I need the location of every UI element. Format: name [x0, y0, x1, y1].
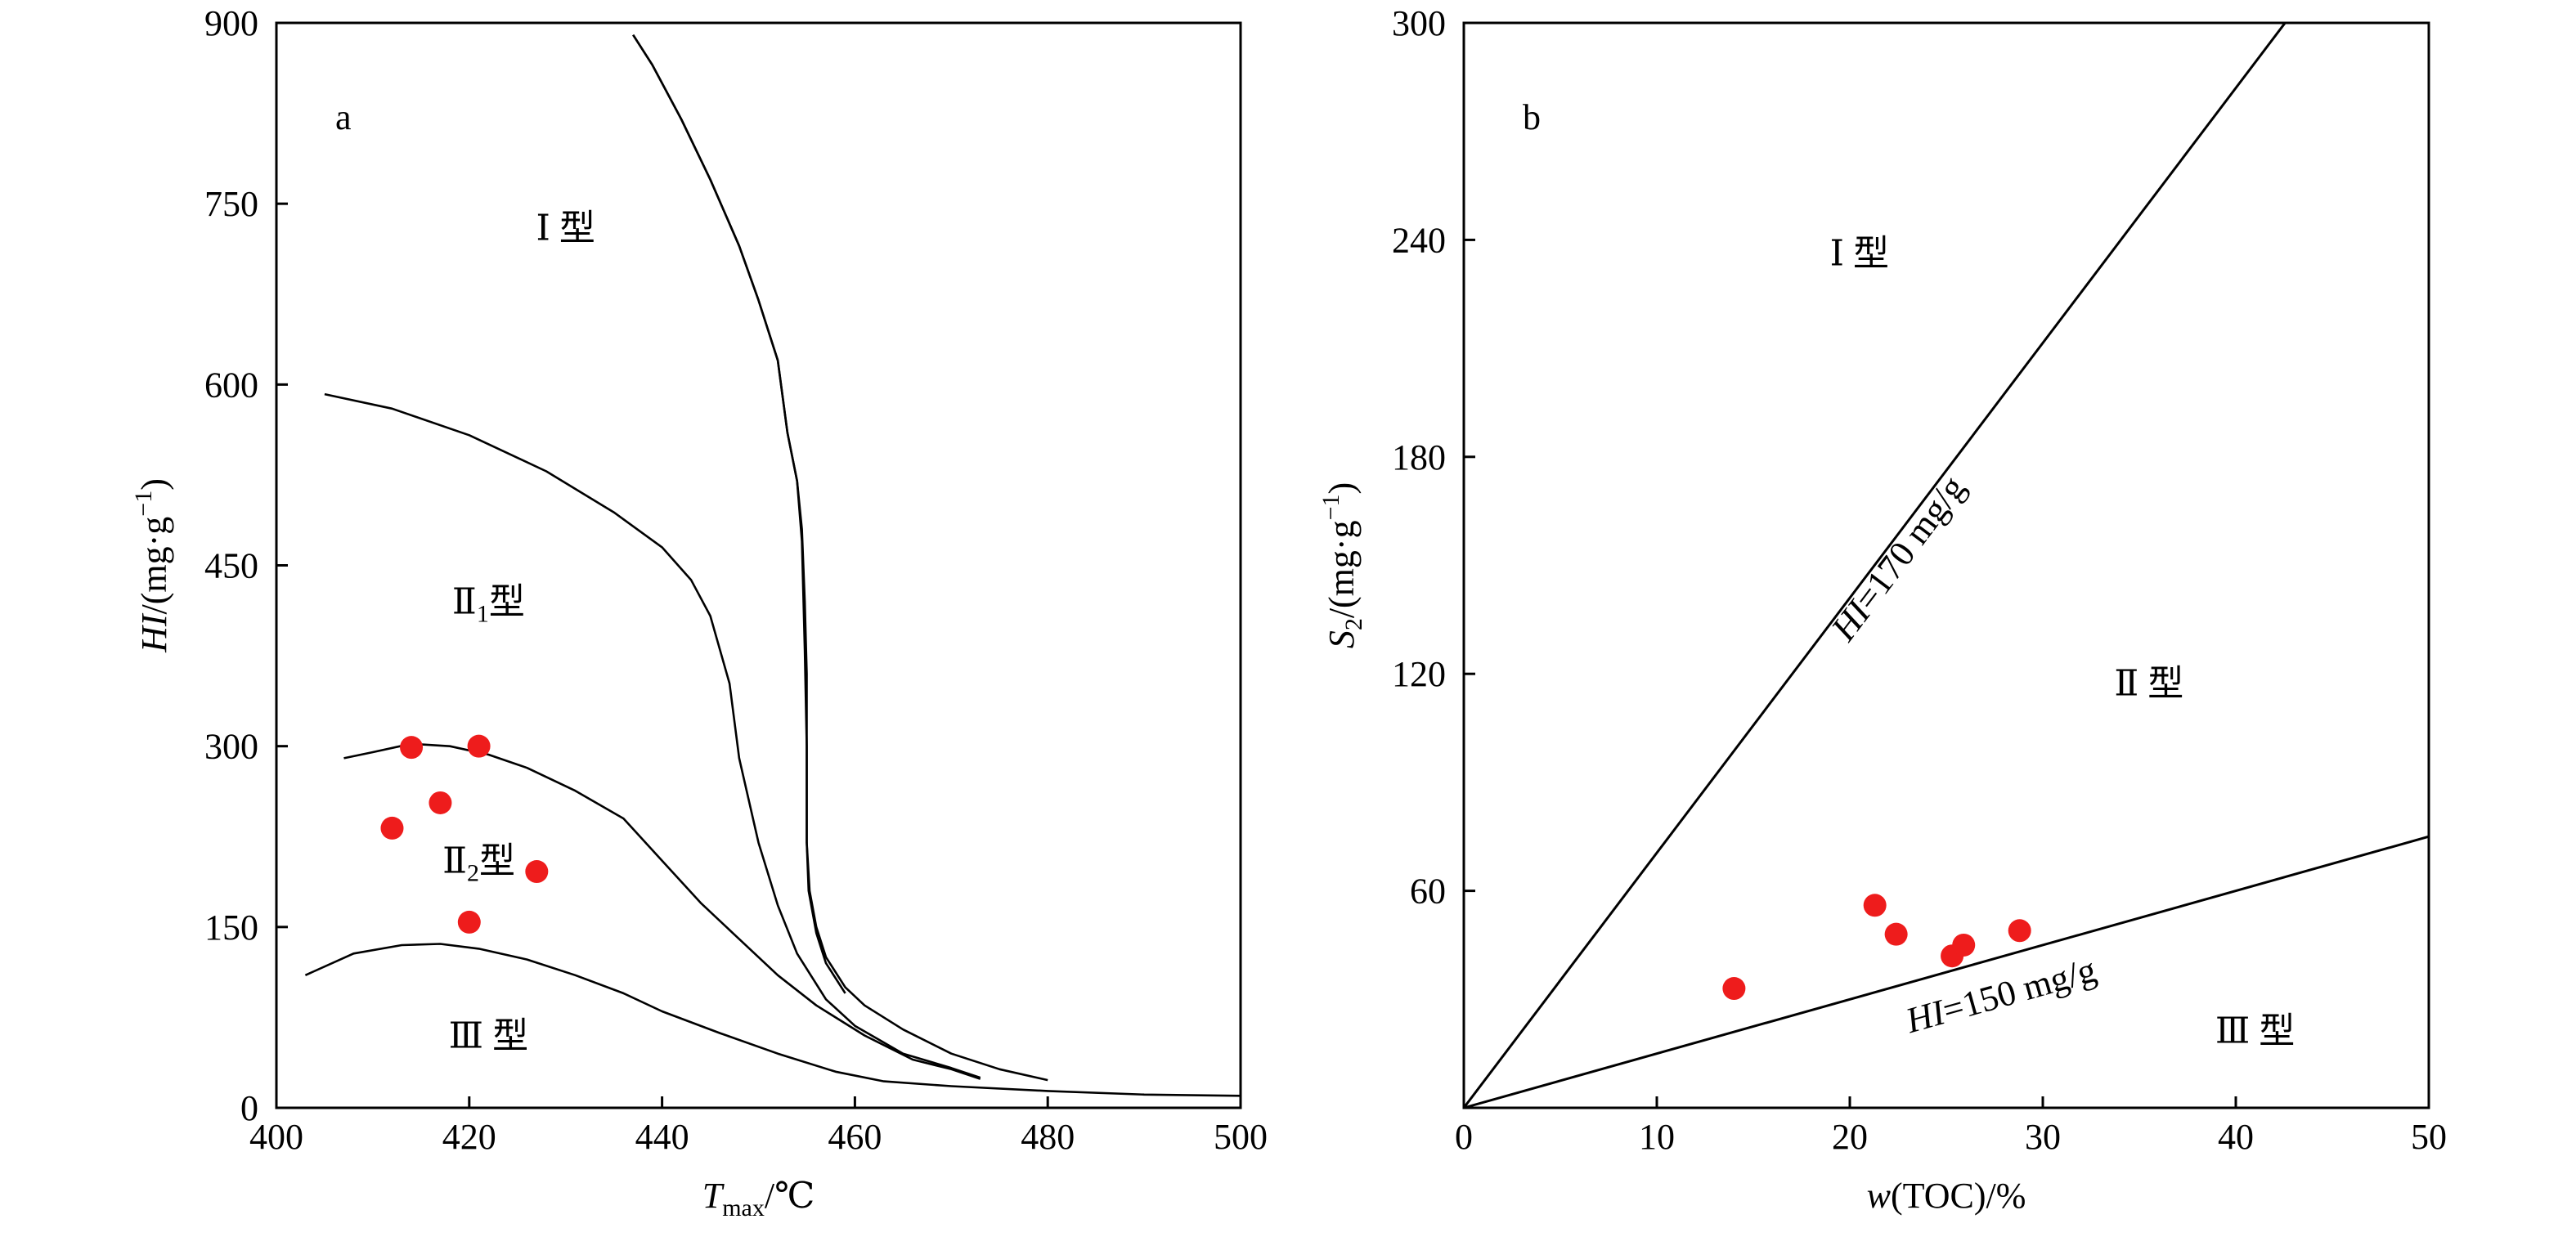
- data-point: [457, 910, 481, 934]
- boundary-curve: [632, 34, 846, 994]
- zone-label: Ⅰ 型: [536, 208, 595, 248]
- zone-label-suffix: 型: [489, 581, 525, 621]
- boundary-curve: [304, 943, 1241, 1097]
- x-tick-label: 0: [1455, 1117, 1473, 1157]
- chart-panel-b: 0 10 20 30 40 50 60 120 180 240 300 w(TOC)/% S2/(mg·…: [1317, 3, 2447, 1216]
- data-point: [1884, 922, 1908, 946]
- x-tick-label: 50: [2411, 1117, 2447, 1157]
- x-tick-label: 40: [2218, 1117, 2254, 1157]
- y-tick-label: 150: [204, 908, 258, 948]
- hi-line: [1464, 835, 2429, 1108]
- x-tick-label: 20: [1832, 1117, 1868, 1157]
- zone-label-main: Ⅱ: [452, 581, 477, 621]
- x-axis-label-main: w: [1867, 1176, 1892, 1216]
- y-axis-label-main: S: [1322, 630, 1362, 648]
- zone-label-sub: 1: [477, 600, 489, 627]
- y-tick-label: 300: [1392, 3, 1446, 43]
- zone-label: Ⅰ 型: [1830, 233, 1889, 273]
- boundary-curve: [343, 742, 981, 1080]
- data-point: [1863, 894, 1887, 917]
- x-axis-label-unit: (TOC)/%: [1891, 1176, 2026, 1216]
- y-tick-label: 240: [1392, 220, 1446, 260]
- y-axis-label-unit: /(mg·g: [1322, 520, 1362, 618]
- y-axis-label-sup: −1: [1317, 494, 1344, 520]
- y-tick-label: 600: [204, 365, 258, 405]
- zone-label: Ⅱ1型: [452, 581, 525, 627]
- y-tick-label: 60: [1410, 872, 1446, 912]
- boundary-group: [304, 34, 1241, 1097]
- zone-label: Ⅱ2型: [442, 840, 515, 886]
- hi-line-label-rest: =170 mg/g: [1847, 468, 1973, 618]
- data-point: [2008, 919, 2031, 943]
- boundary-group: [1464, 23, 2429, 1108]
- hi-line: [1464, 23, 2287, 1108]
- zone-label-suffix: 型: [479, 840, 515, 881]
- data-point: [429, 791, 452, 814]
- y-axis-label: S2/(mg·g−1): [1317, 482, 1367, 648]
- y-tick-label: 0: [240, 1088, 258, 1128]
- y-tick-label: 120: [1392, 654, 1446, 694]
- x-tick-label: 420: [442, 1117, 496, 1157]
- zone-label: Ⅲ 型: [2215, 1011, 2295, 1051]
- y-axis-label-close: ): [134, 478, 174, 491]
- y-axis-label-unit: /(mg·g: [134, 517, 174, 615]
- y-tick-label: 900: [204, 3, 258, 43]
- zone-label-sub: 2: [467, 859, 479, 886]
- x-tick-label: 10: [1639, 1117, 1675, 1157]
- zone-label-main: Ⅲ 型: [2215, 1011, 2295, 1051]
- y-axis-label-close: ): [1322, 482, 1362, 495]
- y-axis-label-main: HI: [134, 612, 174, 653]
- y-axis-label-sub: 2: [1340, 618, 1367, 630]
- zone-label-main: Ⅲ 型: [449, 1015, 528, 1055]
- zone-label-main: Ⅰ 型: [1830, 233, 1889, 273]
- zone-label-main: Ⅱ: [442, 840, 467, 881]
- hi-line-label: HI=170 mg/g: [1823, 468, 1973, 649]
- hi-line-label: HI=150 mg/g: [1901, 949, 2100, 1041]
- y-tick-label: 300: [204, 727, 258, 767]
- data-point: [380, 816, 404, 840]
- x-axis-label: Tmax/℃: [702, 1176, 815, 1221]
- hi-line-label-rest: =150 mg/g: [1938, 949, 2100, 1030]
- zone-label-main: Ⅱ 型: [2114, 664, 2183, 704]
- y-tick-label: 180: [1392, 437, 1446, 477]
- plot-frame: [1462, 21, 2430, 1109]
- x-tick-label: 460: [828, 1117, 882, 1157]
- data-point: [525, 860, 549, 884]
- y-axis-label-sup: −1: [130, 491, 157, 517]
- x-tick-label: 480: [1021, 1117, 1075, 1157]
- data-point: [1722, 977, 1746, 1001]
- y-tick-label: 750: [204, 184, 258, 224]
- data-point: [1952, 933, 1976, 957]
- x-tick-label: 500: [1214, 1117, 1268, 1157]
- zone-label-main: Ⅰ 型: [536, 208, 595, 248]
- boundary-curve: [632, 34, 1048, 1082]
- y-axis-label: HI/(mg·g−1): [130, 478, 174, 653]
- zone-label: Ⅱ 型: [2114, 664, 2183, 704]
- x-axis-label-main: T: [702, 1176, 725, 1216]
- x-tick-label: 30: [2025, 1117, 2061, 1157]
- x-axis-label-sub: max: [722, 1194, 765, 1221]
- x-tick-label: 400: [249, 1117, 303, 1157]
- chart-panel-a: 400 420 440 460 480 500 0 150 300 450 600 750 900 Tma…: [130, 3, 1268, 1221]
- zone-label: Ⅲ 型: [449, 1015, 528, 1055]
- data-point: [467, 734, 491, 758]
- x-tick-label: 440: [635, 1117, 689, 1157]
- data-point: [400, 736, 424, 760]
- y-tick-label: 450: [204, 546, 258, 586]
- boundary-curve: [324, 392, 981, 1079]
- x-axis-label: w(TOC)/%: [1867, 1176, 2026, 1216]
- panel-label: a: [335, 97, 352, 137]
- x-axis-label-unit: /℃: [765, 1176, 815, 1216]
- panel-label: b: [1523, 97, 1541, 137]
